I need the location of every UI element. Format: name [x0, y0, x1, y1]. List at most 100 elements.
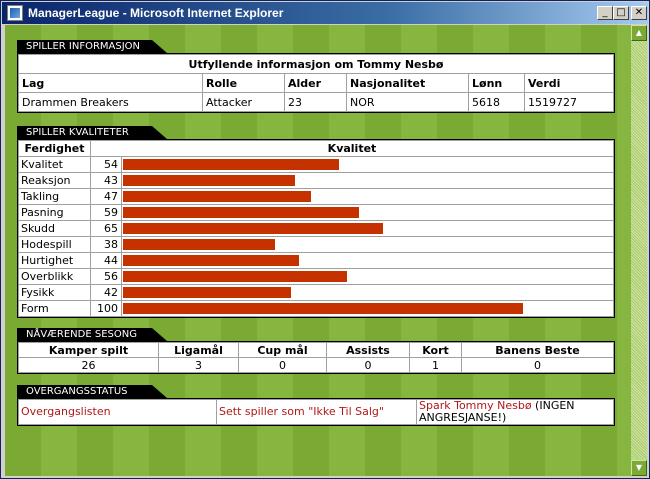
section-label-player-info: SPILLER INFORMASJON — [17, 40, 167, 53]
quality-value: 42 — [90, 284, 122, 301]
header-league-goals: Ligamål — [158, 342, 239, 358]
quality-row: Reaksjon 43 — [18, 172, 614, 189]
quality-bar — [123, 287, 291, 298]
ie-icon — [7, 5, 23, 21]
fire-warning: (INGEN ANGRESJANSE!) — [419, 399, 575, 424]
quality-row: Kvalitet 54 — [18, 156, 614, 173]
assists-value: 0 — [326, 357, 410, 373]
page-content: SPILLER INFORMASJON Utfyllende informasj… — [5, 25, 631, 476]
quality-bar-cell — [121, 156, 614, 173]
quality-value: 59 — [90, 204, 122, 221]
section-label-season: NÅVÆRENDE SESONG — [17, 328, 167, 341]
window-title: ManagerLeague - Microsoft Internet Explo… — [28, 6, 284, 20]
player-info-caption: Utfyllende informasjon om Tommy Nesbø — [18, 54, 614, 74]
header-matches: Kamper spilt — [18, 342, 159, 358]
quality-value: 44 — [90, 252, 122, 269]
quality-name: Overblikk — [18, 268, 91, 285]
section-label-qualities: SPILLER KVALITETER — [17, 126, 167, 139]
quality-value: 65 — [90, 220, 122, 237]
quality-bar-cell — [121, 284, 614, 301]
quality-name: Skudd — [18, 220, 91, 237]
role-value: Attacker — [202, 92, 285, 112]
salary-value: 5618 — [468, 92, 525, 112]
quality-row: Hodespill 38 — [18, 236, 614, 253]
quality-name: Hodespill — [18, 236, 91, 253]
quality-row: Fysikk 42 — [18, 284, 614, 301]
quality-name: Hurtighet — [18, 252, 91, 269]
section-label-transfer: OVERGANGSSTATUS — [17, 385, 167, 398]
matches-value: 26 — [18, 357, 159, 373]
quality-row: Hurtighet 44 — [18, 252, 614, 269]
header-assists: Assists — [326, 342, 410, 358]
quality-bar-cell — [121, 188, 614, 205]
vertical-scrollbar[interactable]: ▲ ▼ — [631, 25, 647, 476]
header-age: Alder — [284, 73, 347, 93]
header-man-of-match: Banens Beste — [461, 342, 614, 358]
quality-name: Takling — [18, 188, 91, 205]
header-skill: Ferdighet — [18, 140, 91, 157]
quality-bar — [123, 175, 295, 186]
transfer-list-link[interactable]: Overgangslisten — [21, 405, 111, 418]
season-table: Kamper spilt Ligamål Cup mål Assists Kor… — [18, 342, 614, 373]
not-for-sale-link[interactable]: Sett spiller som "Ikke Til Salg" — [219, 405, 384, 418]
league-goals-value: 3 — [158, 357, 239, 373]
quality-row: Form 100 — [18, 300, 614, 317]
fire-player-link[interactable]: Spark Tommy Nesbø — [419, 399, 532, 412]
header-value: Verdi — [524, 73, 614, 93]
scroll-down-arrow-icon[interactable]: ▼ — [631, 460, 647, 476]
quality-row: Overblikk 56 — [18, 268, 614, 285]
quality-bar — [123, 303, 523, 314]
quality-name: Reaksjon — [18, 172, 91, 189]
header-cup-goals: Cup mål — [238, 342, 327, 358]
quality-bar-cell — [121, 252, 614, 269]
transfer-panel: Overgangslisten Sett spiller som "Ikke T… — [17, 398, 615, 426]
quality-name: Kvalitet — [18, 156, 91, 173]
quality-row: Pasning 59 — [18, 204, 614, 221]
team-value: Drammen Breakers — [18, 92, 203, 112]
header-cards: Kort — [409, 342, 462, 358]
quality-value: 54 — [90, 156, 122, 173]
close-button[interactable]: ✕ — [631, 6, 647, 20]
transfer-table: Overgangslisten Sett spiller som "Ikke T… — [18, 399, 614, 425]
scroll-up-arrow-icon[interactable]: ▲ — [631, 25, 647, 41]
quality-value: 47 — [90, 188, 122, 205]
quality-bar-cell — [121, 268, 614, 285]
maximize-button[interactable]: □ — [613, 6, 629, 20]
header-team: Lag — [18, 73, 203, 93]
quality-row: Takling 47 — [18, 188, 614, 205]
quality-value: 100 — [90, 300, 122, 317]
quality-bar-cell — [121, 220, 614, 237]
quality-name: Form — [18, 300, 91, 317]
header-role: Rolle — [202, 73, 285, 93]
qualities-table: Ferdighet Kvalitet Kvalitet 54 Reaksjon 43 T… — [18, 140, 614, 317]
header-salary: Lønn — [468, 73, 525, 93]
quality-bar-cell — [121, 204, 614, 221]
quality-value: 56 — [90, 268, 122, 285]
market-value: 1519727 — [524, 92, 614, 112]
quality-value: 38 — [90, 236, 122, 253]
quality-bar — [123, 223, 383, 234]
title-bar[interactable]: ManagerLeague - Microsoft Internet Explo… — [2, 2, 648, 24]
qualities-panel: Ferdighet Kvalitet Kvalitet 54 Reaksjon 43 T… — [17, 139, 615, 318]
season-panel: Kamper spilt Ligamål Cup mål Assists Kor… — [17, 341, 615, 374]
cup-goals-value: 0 — [238, 357, 327, 373]
man-of-match-value: 0 — [461, 357, 614, 373]
quality-value: 43 — [90, 172, 122, 189]
quality-bar-cell — [121, 236, 614, 253]
quality-bar — [123, 191, 311, 202]
nationality-value: NOR — [346, 92, 469, 112]
minimize-button[interactable]: _ — [597, 6, 613, 20]
age-value: 23 — [284, 92, 347, 112]
quality-bar — [123, 159, 339, 170]
quality-name: Fysikk — [18, 284, 91, 301]
quality-row: Skudd 65 — [18, 220, 614, 237]
quality-bar-cell — [121, 172, 614, 189]
quality-bar — [123, 239, 275, 250]
quality-bar — [123, 207, 359, 218]
quality-bar — [123, 255, 299, 266]
quality-bar — [123, 271, 347, 282]
header-quality: Kvalitet — [90, 140, 614, 157]
header-nationality: Nasjonalitet — [346, 73, 469, 93]
quality-bar-cell — [121, 300, 614, 317]
